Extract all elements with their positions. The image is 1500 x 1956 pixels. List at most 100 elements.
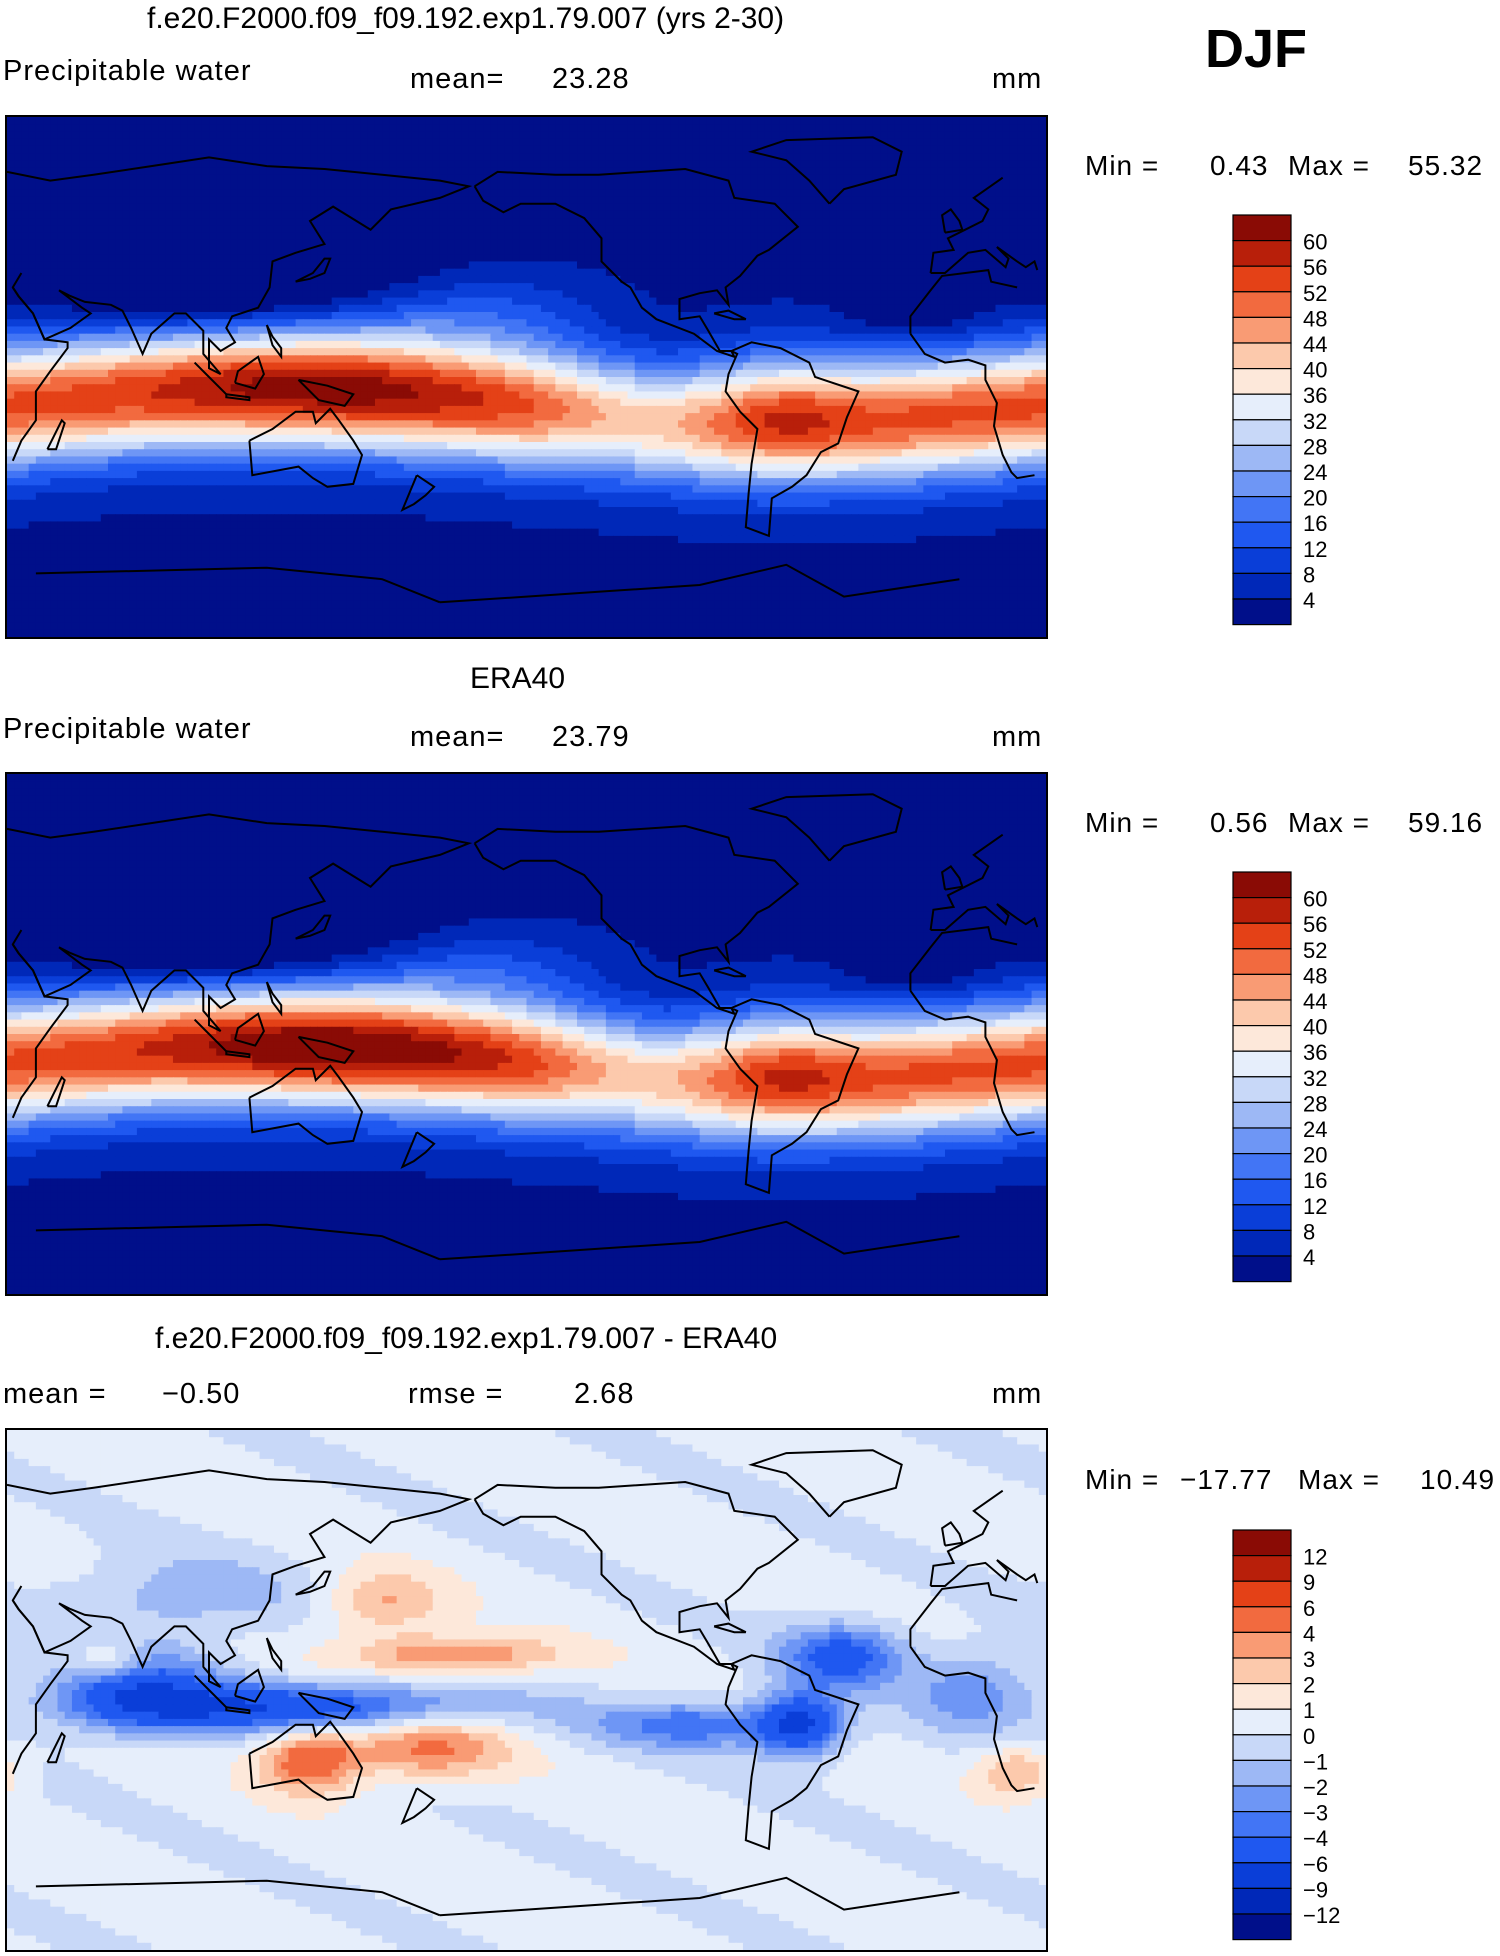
panel-diff-colorbar: 12 9 6 4 3 2 1 0 −1 −2 −3 −4 −6 −9 −12 xyxy=(1232,1529,1363,1942)
panel-diff-rmse-value: 2.68 xyxy=(574,1378,634,1411)
colorbar-swatch xyxy=(1232,1836,1292,1864)
colorbar-swatch xyxy=(1232,444,1292,472)
coastline-eurasia xyxy=(929,1489,1004,1587)
coastline-africa xyxy=(909,268,1018,334)
colorbar-swatch xyxy=(1232,1887,1292,1915)
panel-obs-min-value: 0.56 xyxy=(1210,807,1269,839)
colorbar-tick-label: −4 xyxy=(1303,1826,1328,1851)
panel-model-max-value: 55.32 xyxy=(1408,150,1483,182)
coastline-borneo xyxy=(234,355,265,390)
colorbar-swatch xyxy=(1232,214,1292,242)
panel-diff-max-label: Max = xyxy=(1298,1464,1380,1496)
colorbar-tick-label: −2 xyxy=(1303,1775,1328,1800)
colorbar-tick-label: −9 xyxy=(1303,1877,1328,1902)
coastline-philippines xyxy=(265,1637,283,1673)
coastline-africa xyxy=(11,1599,69,1775)
colorbar-swatch xyxy=(1232,393,1292,421)
colorbar-tick-label: 4 xyxy=(1303,588,1315,613)
panel-model-mean-value: 23.28 xyxy=(552,63,630,96)
panel-obs-units: mm xyxy=(992,721,1042,754)
colorbar-tick-label: 6 xyxy=(1303,1596,1315,1621)
coastline-antarctica xyxy=(439,563,960,604)
panel-diff-max-value: 10.49 xyxy=(1420,1464,1495,1496)
colorbar-tick-label: 9 xyxy=(1303,1570,1315,1595)
coastline-uk xyxy=(941,865,964,891)
colorbar-tick-label: 16 xyxy=(1303,1168,1327,1193)
panel-diff-mean-label: mean = xyxy=(3,1378,107,1411)
colorbar-swatch xyxy=(1232,240,1292,267)
panel-model-title: f.e20.F2000.f09_f09.192.exp1.79.007 (yrs… xyxy=(147,2,784,36)
coastline-cuba xyxy=(713,966,747,978)
colorbar-swatch xyxy=(1232,897,1292,924)
panel-model-colorbar: 60 56 52 48 44 40 36 32 28 24 20 16 12 8 4 xyxy=(1232,214,1363,627)
panel-diff-mean-value: −0.50 xyxy=(162,1378,240,1411)
colorbar-tick-label: 4 xyxy=(1303,1621,1315,1646)
coastline-eurasia xyxy=(930,903,1039,931)
coastline-eurasia xyxy=(929,833,1004,931)
coastline-greenland xyxy=(748,793,903,862)
panel-diff-rmse-label: rmse = xyxy=(408,1378,503,1411)
colorbar-tick-label: 8 xyxy=(1303,562,1315,587)
coastline-namerica xyxy=(473,1480,800,1672)
contour-field xyxy=(7,1430,1046,1950)
colorbar-swatch xyxy=(1232,948,1292,976)
coastline-eurasia xyxy=(7,813,473,1032)
colorbar-swatch xyxy=(1232,547,1292,574)
coastline-africa xyxy=(909,925,1018,991)
colorbar-tick-label: 24 xyxy=(1303,460,1327,485)
colorbar-swatch xyxy=(1232,1178,1292,1206)
coastline-antarctica xyxy=(35,1879,441,1917)
colorbar-swatch xyxy=(1232,999,1292,1027)
colorbar-swatch xyxy=(1232,1076,1292,1104)
colorbar-swatch xyxy=(1232,1759,1292,1787)
colorbar-tick-label: 32 xyxy=(1303,409,1327,434)
colorbar-tick-label: 28 xyxy=(1303,434,1327,459)
colorbar-tick-label: 40 xyxy=(1303,358,1327,383)
coastline-antarctica xyxy=(35,1223,441,1261)
colorbar-swatch xyxy=(1232,572,1292,600)
colorbar-swatch xyxy=(1232,1555,1292,1582)
coastline-africa xyxy=(909,1581,1018,1647)
coastline-uk xyxy=(941,1521,964,1547)
colorbar-swatch xyxy=(1232,1913,1292,1941)
coastline-eurasia xyxy=(929,176,1004,274)
colorbar-tick-label: 2 xyxy=(1303,1673,1315,1698)
coastline-antarctica xyxy=(439,1876,960,1917)
colorbar-swatch xyxy=(1232,470,1292,498)
coastline-australia xyxy=(248,1064,364,1145)
panel-obs-mean-value: 23.79 xyxy=(552,721,630,754)
coastline-africa xyxy=(909,333,1035,480)
colorbar-swatch xyxy=(1232,1734,1292,1762)
colorbar-swatch xyxy=(1232,871,1292,899)
coastline-philippines xyxy=(265,981,283,1017)
coastline-antarctica xyxy=(35,566,441,604)
contour-field xyxy=(7,774,1046,1294)
colorbar-tick-label: 48 xyxy=(1303,306,1327,331)
panel-obs-mean-label: mean= xyxy=(410,721,504,754)
colorbar-tick-label: −3 xyxy=(1303,1801,1328,1826)
colorbar-tick-label: 12 xyxy=(1303,537,1327,562)
coastline-cuba xyxy=(713,1622,747,1634)
panel-obs-min-label: Min = xyxy=(1085,807,1159,839)
colorbar-swatch xyxy=(1232,496,1292,523)
colorbar-swatch xyxy=(1232,1229,1292,1257)
coastline-nz xyxy=(400,1131,436,1170)
panel-diff-min-value: −17.77 xyxy=(1180,1464,1272,1496)
coastline-eurasia xyxy=(930,246,1039,274)
panel-model-mean-label: mean= xyxy=(410,63,504,96)
colorbar-tick-label: 52 xyxy=(1303,281,1327,306)
colorbar-swatch xyxy=(1232,973,1292,1001)
colorbar-tick-label: 44 xyxy=(1303,989,1327,1014)
panel-obs-colorbar: 60 56 52 48 44 40 36 32 28 24 20 16 12 8 4 xyxy=(1232,871,1363,1284)
coastline-samerica xyxy=(724,1654,860,1851)
colorbar-tick-label: 1 xyxy=(1303,1698,1315,1723)
panel-diff-min-label: Min = xyxy=(1085,1464,1159,1496)
coastline-greenland xyxy=(748,1449,903,1518)
colorbar-swatch xyxy=(1232,1580,1292,1608)
colorbar-tick-label: 32 xyxy=(1303,1066,1327,1091)
coastline-africa xyxy=(909,990,1035,1137)
colorbar-swatch xyxy=(1232,1255,1292,1283)
coastline-eurasia xyxy=(7,1469,473,1688)
colorbar-tick-label: 3 xyxy=(1303,1647,1315,1672)
colorbar-tick-label: 12 xyxy=(1303,1545,1327,1570)
